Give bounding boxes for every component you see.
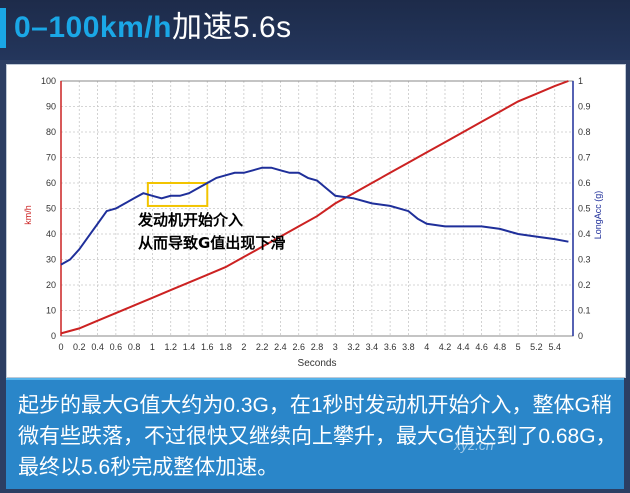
left-tick-label: 10 [46, 306, 56, 316]
x-tick-label: 5.4 [548, 342, 561, 352]
left-axis: 0 10 20 30 40 50 60 70 80 90 100 [41, 76, 56, 341]
x-tick-label: 4.8 [494, 342, 507, 352]
x-tick-label: 1.4 [183, 342, 196, 352]
x-axis: 0 0.2 0.4 0.6 0.8 1 1.2 1.4 1.6 1.8 2 2.2 2.4 2.6 2.8 3… [58, 342, 560, 352]
left-tick-label: 100 [41, 76, 56, 86]
x-tick-label: 2.6 [292, 342, 305, 352]
watermark: xyz.cn [454, 437, 494, 453]
x-tick-label: 2 [241, 342, 246, 352]
left-axis-label: km/h [23, 205, 33, 225]
x-axis-label: Seconds [298, 358, 337, 369]
right-tick-label: 0.9 [578, 102, 591, 112]
right-tick-label: 0.5 [578, 204, 591, 214]
chart-panel: 0 10 20 30 40 50 60 70 80 90 100 0 0.1 0.2 0.3 0.4 0.5 0… [6, 64, 626, 378]
right-tick-label: 0.1 [578, 306, 591, 316]
left-tick-label: 30 [46, 255, 56, 265]
x-tick-label: 1 [150, 342, 155, 352]
header: 0–100km/h加速5.6s [0, 0, 630, 60]
left-tick-label: 70 [46, 153, 56, 163]
x-tick-label: 0.2 [73, 342, 86, 352]
x-tick-label: 0 [58, 342, 63, 352]
right-tick-label: 0.8 [578, 127, 591, 137]
summary-panel: 起步的最大G值大约为0.3G，在1秒时发动机开始介入，整体G稍微有些跌落，不过很… [6, 378, 624, 489]
summary-text: 起步的最大G值大约为0.3G，在1秒时发动机开始介入，整体G稍微有些跌落，不过很… [18, 394, 617, 479]
right-tick-label: 0.7 [578, 153, 591, 163]
right-tick-label: 0.6 [578, 178, 591, 188]
right-axis: 0 0.1 0.2 0.3 0.4 0.5 0.6 0.7 0.8 0.9 1 [578, 76, 591, 341]
right-tick-label: 0.2 [578, 280, 591, 290]
annotation-line-1: 发动机开始介入 [137, 211, 243, 229]
right-tick-label: 1 [578, 76, 583, 86]
x-tick-label: 0.8 [128, 342, 141, 352]
left-tick-label: 50 [46, 204, 56, 214]
title-rest: 加速5.6s [171, 11, 292, 44]
highlight-box [146, 182, 209, 207]
x-tick-label: 2.8 [311, 342, 324, 352]
title-accent: 0–100km/h [14, 11, 172, 44]
x-tick-label: 5.2 [530, 342, 543, 352]
x-tick-label: 4.2 [439, 342, 452, 352]
left-tick-label: 0 [51, 331, 56, 341]
left-tick-label: 60 [46, 178, 56, 188]
header-accent-bar [0, 8, 6, 48]
x-tick-label: 1.8 [219, 342, 232, 352]
x-tick-label: 4.6 [475, 342, 488, 352]
x-tick-label: 4 [424, 342, 429, 352]
right-axis-label: LongAcc (g) [593, 191, 603, 240]
x-tick-label: 3 [333, 342, 338, 352]
right-tick-label: 0.4 [578, 229, 591, 239]
right-tick-label: 0 [578, 331, 583, 341]
left-tick-label: 40 [46, 229, 56, 239]
right-tick-label: 0.3 [578, 255, 591, 265]
left-tick-label: 20 [46, 280, 56, 290]
annotation-line-2: 从而导致G值出现下滑 [138, 234, 285, 252]
x-tick-label: 3.8 [402, 342, 415, 352]
x-tick-label: 0.6 [110, 342, 123, 352]
acceleration-series-line [60, 166, 569, 266]
x-tick-label: 5 [516, 342, 521, 352]
left-tick-label: 80 [46, 127, 56, 137]
x-tick-label: 2.4 [274, 342, 287, 352]
x-tick-label: 3.2 [347, 342, 360, 352]
x-tick-label: 4.4 [457, 342, 470, 352]
page-title: 0–100km/h加速5.6s [14, 10, 292, 46]
x-tick-label: 3.6 [384, 342, 397, 352]
speed-series-line [60, 80, 569, 335]
x-tick-label: 1.6 [201, 342, 214, 352]
x-tick-label: 0.4 [91, 342, 104, 352]
x-tick-label: 2.2 [256, 342, 269, 352]
x-tick-label: 3.4 [366, 342, 379, 352]
chart-grid [60, 80, 573, 337]
x-tick-label: 1.2 [164, 342, 177, 352]
left-tick-label: 90 [46, 102, 56, 112]
